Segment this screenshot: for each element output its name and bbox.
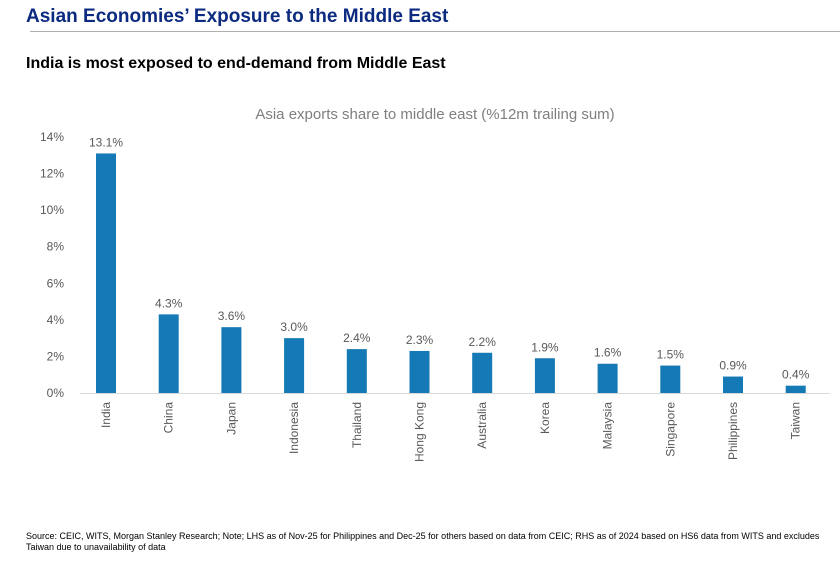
data-label: 3.6% (218, 309, 246, 323)
source-note: Source: CEIC, WITS, Morgan Stanley Resea… (26, 531, 820, 552)
bar-philippines (723, 376, 743, 393)
x-tick-label: Australia (475, 402, 489, 449)
y-tick-label: 10% (40, 203, 64, 217)
y-tick-label: 4% (47, 313, 65, 327)
data-label: 4.3% (155, 296, 183, 310)
data-label: 2.3% (406, 333, 434, 347)
x-tick-label: Hong Kong (413, 402, 427, 462)
data-label: 1.6% (594, 346, 622, 360)
x-tick-label: Japan (224, 402, 238, 435)
bar-indonesia (284, 338, 305, 393)
bar-australia (472, 352, 493, 393)
chart-subtitle: India is most exposed to end-demand from… (26, 55, 446, 72)
y-tick-label: 14% (40, 130, 64, 144)
x-tick-label: India (99, 402, 113, 428)
x-tick-label: Philippines (726, 402, 740, 460)
bar-india (96, 153, 116, 393)
y-tick-label: 2% (47, 349, 65, 363)
data-label: 1.9% (531, 340, 559, 354)
chart-title: Asia exports share to middle east (%12m … (255, 106, 614, 123)
y-tick-label: 6% (47, 276, 65, 290)
bar-singapore (660, 365, 681, 393)
x-tick-label: Thailand (350, 402, 364, 448)
x-tick-label: Singapore (663, 402, 677, 457)
data-label: 2.2% (469, 335, 497, 349)
bar-japan (221, 327, 242, 393)
y-tick-label: 12% (40, 167, 64, 181)
data-label: 0.9% (719, 359, 747, 373)
data-label: 3.0% (280, 320, 308, 334)
bar-thailand (346, 349, 367, 393)
bar-korea (534, 358, 555, 393)
x-tick-label: Korea (538, 402, 552, 434)
bar-chart: Asia exports share to middle east (%12m … (40, 106, 830, 462)
data-label: 1.5% (657, 348, 685, 362)
bar-hong-kong (409, 350, 430, 393)
bar-malaysia (597, 363, 618, 393)
data-label: 13.1% (89, 135, 123, 149)
bar-china (158, 314, 179, 393)
x-tick-label: Malaysia (601, 402, 615, 450)
bar-taiwan (785, 385, 806, 393)
x-tick-label: Taiwan (789, 402, 803, 439)
data-label: 2.4% (343, 331, 371, 345)
y-tick-label: 0% (47, 386, 65, 400)
page-title: Asian Economies’ Exposure to the Middle … (26, 6, 449, 27)
data-label: 0.4% (782, 368, 810, 382)
y-tick-label: 8% (47, 240, 65, 254)
x-tick-label: China (162, 402, 176, 434)
title-divider (30, 31, 840, 32)
x-tick-label: Indonesia (287, 402, 301, 454)
